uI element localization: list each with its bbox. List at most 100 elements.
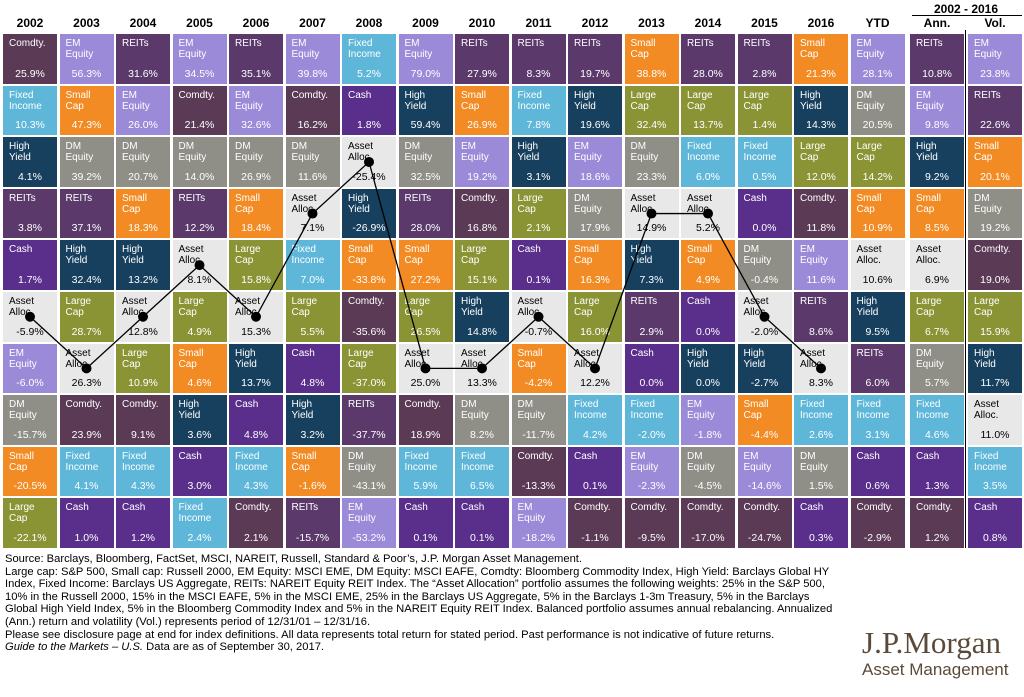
cell-asset-label: High Yield bbox=[65, 244, 88, 267]
cell-asset-label: REITs bbox=[178, 192, 206, 204]
cell-asset-label: High Yield bbox=[122, 244, 144, 267]
cell-2002-asset-alloc: Asset Alloc. -5.9% bbox=[3, 292, 57, 342]
cell-asset-label: Small Cap bbox=[65, 89, 91, 112]
cell-2010-small-cap: Small Cap 26.9% bbox=[455, 85, 509, 136]
cell-asset-label: Large Cap bbox=[122, 347, 148, 370]
cell-2011-reits: REITs 8.3% bbox=[511, 34, 566, 84]
cell-return-value: 28.0% bbox=[693, 67, 723, 80]
cell-asset-label: Cash bbox=[517, 244, 541, 256]
cell-return-value: 21.3% bbox=[806, 67, 836, 80]
cell-2014-reits: REITs 28.0% bbox=[681, 34, 735, 84]
cell-asset-label: Fixed Income bbox=[291, 244, 325, 267]
cell-return-value: 8.3% bbox=[526, 67, 551, 80]
cell-return-value: 4.8% bbox=[244, 428, 268, 441]
cell-2008-dm-equity: DM Equity -43.1% bbox=[342, 446, 396, 497]
cell-return-value: -26.9% bbox=[352, 222, 386, 235]
cell-ytd-large-cap: Large Cap 14.2% bbox=[850, 137, 905, 187]
cell-return-value: 4.1% bbox=[74, 480, 99, 493]
cell-asset-label: Cash bbox=[461, 502, 485, 514]
cell-return-value: 14.3% bbox=[806, 119, 836, 132]
cell-asset-label: Comdty. bbox=[687, 502, 724, 514]
cell-asset-label: Fixed Income bbox=[517, 89, 551, 112]
cell-return-value: 0.8% bbox=[983, 531, 1007, 544]
cell-return-value: 13.7% bbox=[241, 377, 271, 390]
cell-return-value: -6.0% bbox=[16, 377, 44, 390]
cell-vol-em-equity: EM Equity 23.8% bbox=[968, 34, 1022, 84]
cell-return-value: 28.1% bbox=[862, 67, 893, 80]
cell-asset-label: High Yield bbox=[574, 89, 596, 112]
cell-asset-label: High Yield bbox=[291, 399, 314, 422]
cell-asset-label: Asset Alloc. bbox=[122, 296, 148, 318]
cell-asset-label: Small Cap bbox=[178, 347, 204, 370]
cell-asset-label: DM Equity bbox=[348, 450, 376, 473]
cell-asset-label: High Yield bbox=[743, 347, 766, 370]
cell-asset-label: Asset Alloc. bbox=[630, 192, 656, 215]
cell-asset-label: Small Cap bbox=[122, 192, 148, 215]
cell-2011-asset-alloc: Asset Alloc. -0.7% bbox=[511, 292, 566, 342]
cell-return-value: 16.8% bbox=[467, 222, 497, 235]
cell-return-value: 32.6% bbox=[241, 119, 271, 132]
cell-return-value: -2.3% bbox=[637, 480, 666, 493]
cell-return-value: -18.2% bbox=[521, 531, 556, 544]
cell-2015-high-yield: High Yield -2.7% bbox=[737, 343, 792, 394]
cell-2009-asset-alloc: Asset Alloc. 25.0% bbox=[398, 343, 453, 394]
cell-asset-label: DM Equity bbox=[291, 141, 320, 164]
cell-2010-asset-alloc: Asset Alloc. 13.3% bbox=[455, 343, 509, 394]
cell-return-value: 3.8% bbox=[18, 222, 42, 235]
cell-2008-fixed-income: Fixed Income 5.2% bbox=[342, 34, 396, 84]
cell-return-value: 7.3% bbox=[639, 273, 664, 286]
cell-return-value: -5.9% bbox=[16, 325, 44, 338]
cell-vol-reits: REITs 22.6% bbox=[968, 85, 1022, 136]
cell-return-value: -2.9% bbox=[863, 531, 892, 544]
cell-asset-label: DM Equity bbox=[9, 399, 37, 422]
cell-2006-em-equity: EM Equity 32.6% bbox=[229, 85, 283, 136]
cell-2015-asset-alloc: Asset Alloc. -2.0% bbox=[737, 292, 792, 342]
cell-2004-large-cap: Large Cap 10.9% bbox=[116, 343, 170, 394]
cell-return-value: 0.6% bbox=[865, 480, 890, 493]
cell-asset-label: REITs bbox=[348, 399, 375, 411]
cell-asset-label: Small Cap bbox=[574, 244, 600, 267]
cell-return-value: 4.6% bbox=[187, 377, 212, 390]
cell-2002-reits: REITs 3.8% bbox=[3, 188, 57, 239]
cell-vol-asset-alloc: Asset Alloc. 11.0% bbox=[968, 395, 1022, 445]
cell-return-value: 17.9% bbox=[580, 222, 610, 235]
cell-2003-comdty: Comdty. 23.9% bbox=[59, 395, 114, 445]
footer-guide-date: Data are as of September 30, 2017. bbox=[143, 641, 325, 654]
cell-asset-label: REITs bbox=[574, 38, 601, 49]
cell-return-value: 3.1% bbox=[865, 428, 890, 441]
cell-return-value: 11.0% bbox=[980, 428, 1010, 441]
logo-subtitle: Asset Management bbox=[862, 660, 1009, 679]
cell-return-value: 4.3% bbox=[244, 480, 268, 493]
cell-asset-label: Comdty. bbox=[916, 502, 953, 514]
cell-asset-label: Comdty. bbox=[800, 192, 837, 204]
cell-2005-cash: Cash 3.0% bbox=[172, 446, 227, 497]
cell-asset-label: Asset Alloc. bbox=[348, 141, 374, 164]
cell-return-value: -22.1% bbox=[13, 531, 47, 544]
column-header-2013: 2013 bbox=[638, 16, 665, 30]
cell-2009-small-cap: Small Cap 27.2% bbox=[398, 240, 453, 290]
cell-return-value: 3.2% bbox=[300, 428, 325, 441]
cell-2014-fixed-income: Fixed Income 6.0% bbox=[681, 137, 735, 187]
cell-asset-label: High Yield bbox=[348, 192, 370, 215]
cell-2008-asset-alloc: Asset Alloc. -25.4% bbox=[342, 137, 396, 187]
cell-2006-comdty: Comdty. 2.1% bbox=[229, 498, 283, 548]
cell-return-value: 2.9% bbox=[639, 325, 664, 338]
cell-asset-label: REITs bbox=[916, 38, 943, 49]
cell-return-value: 12.2% bbox=[580, 377, 610, 390]
cell-2004-high-yield: High Yield 13.2% bbox=[116, 240, 170, 290]
cell-return-value: -14.6% bbox=[747, 480, 782, 493]
cell-2006-high-yield: High Yield 13.7% bbox=[229, 343, 283, 394]
cell-return-value: -43.1% bbox=[352, 480, 386, 493]
cell-asset-label: Large Cap bbox=[574, 296, 600, 318]
cell-return-value: 18.3% bbox=[128, 222, 158, 235]
cell-return-value: -25.4% bbox=[352, 170, 386, 183]
cell-asset-label: Comdty. bbox=[517, 450, 555, 462]
cell-2015-cash: Cash 0.0% bbox=[737, 188, 792, 239]
cell-return-value: -1.8% bbox=[694, 428, 722, 441]
cell-return-value: 26.9% bbox=[467, 119, 497, 132]
cell-return-value: -35.6% bbox=[352, 325, 386, 338]
cell-return-value: 9.5% bbox=[865, 325, 890, 338]
cell-asset-label: Cash bbox=[974, 502, 998, 514]
cell-return-value: 16.3% bbox=[580, 273, 610, 286]
cell-asset-label: EM Equity bbox=[122, 89, 150, 112]
